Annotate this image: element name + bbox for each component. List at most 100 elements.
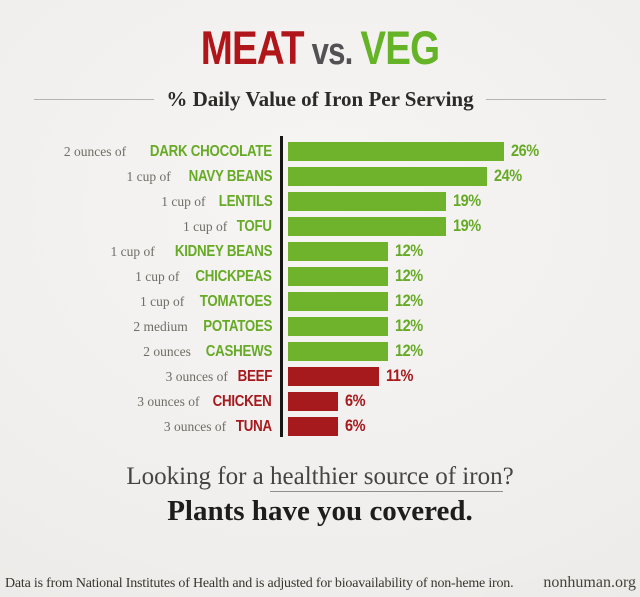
footer-site-name: nonhuman.org [543,574,636,591]
footer: Data is from National Institutes of Heal… [5,574,636,592]
bar-row: 3 ounces of BEEF 11% [0,364,640,389]
bar-label: 3 ounces of TUNA [0,418,280,436]
food-label: NAVY BEANS [188,167,272,185]
tagline-answer: Plants have you covered. [167,495,473,527]
bar-zone: 12% [280,242,427,261]
food-label: CHICKPEAS [195,267,272,285]
value-label: 12% [395,292,423,310]
food-label: TOFU [236,217,272,235]
bar-label: 2 medium POTATOES [0,318,280,336]
serving-label: 1 cup of [140,293,185,309]
title-vs: vs. [311,31,354,73]
bar-label: 1 cup of LENTILS [0,193,280,211]
value-label: 12% [395,267,423,285]
bar-zone: 6% [280,392,368,411]
bar-label: 1 cup of TOMATOES [0,293,280,311]
subtitle-rule-left [34,99,155,100]
bar-zone: 26% [280,142,543,161]
bar-zone: 12% [280,317,427,336]
bar-row: 3 ounces of CHICKEN 6% [0,389,640,414]
title-meat: MEAT [200,21,305,74]
bar [288,242,388,261]
tagline-suffix: ? [502,463,514,490]
serving-label: 1 cup of [161,193,206,209]
bar-label: 1 cup of KIDNEY BEANS [0,243,280,261]
subtitle-rule-right [485,99,606,100]
bar [288,342,388,361]
bar-zone: 6% [280,417,368,436]
bar [288,392,338,411]
bar-label: 2 ounces CASHEWS [0,343,280,361]
value-label: 12% [395,317,423,335]
bar [288,267,388,286]
axis-line [280,136,283,437]
tagline: Looking for a healthier source of iron? … [0,463,640,527]
serving-label: 3 ounces of [165,368,228,384]
bar-label: 3 ounces of CHICKEN [0,393,280,411]
bar-zone: 19% [280,192,485,211]
bar-row: 1 cup of LENTILS 19% [0,189,640,214]
bar [288,317,388,336]
food-label: DARK CHOCOLATE [149,142,272,160]
food-label: CASHEWS [205,342,273,360]
bar-zone: 12% [280,292,427,311]
footer-source-note: Data is from National Institutes of Heal… [5,576,514,591]
value-label: 11% [386,367,413,385]
serving-label: 1 cup of [126,168,171,184]
serving-label: 1 cup of [183,218,228,234]
bar [288,367,379,386]
bar [288,167,487,186]
chart-subtitle: % Daily Value of Iron Per Serving [166,87,474,111]
value-label: 24% [494,167,522,185]
bar-row: 2 ounces of DARK CHOCOLATE 26% [0,139,640,164]
bar-zone: 12% [280,342,427,361]
page-title: MEAT vs. VEG [58,0,583,78]
value-label: 19% [453,217,481,235]
bar-chart: 2 ounces of DARK CHOCOLATE 26% 1 cup of NA… [0,136,640,439]
serving-label: 2 ounces of [63,143,127,159]
bar-zone: 24% [280,167,526,186]
serving-label: 3 ounces of [137,393,200,409]
food-label: LENTILS [218,192,272,210]
serving-label: 2 medium [133,318,188,334]
bar-row: 1 cup of TOMATOES 12% [0,289,640,314]
value-label: 19% [453,192,481,210]
bar-zone: 19% [280,217,485,236]
tagline-underlined: healthier source of iron [270,463,503,492]
value-label: 12% [395,342,423,360]
bar-row: 2 ounces CASHEWS 12% [0,339,640,364]
bar-row: 1 cup of NAVY BEANS 24% [0,164,640,189]
bar-row: 1 cup of TOFU 19% [0,214,640,239]
value-label: 6% [345,392,366,410]
food-label: TUNA [236,417,272,435]
food-label: KIDNEY BEANS [174,242,273,260]
bar-row: 3 ounces of TUNA 6% [0,414,640,439]
bar-zone: 12% [280,267,427,286]
bar-row: 1 cup of KIDNEY BEANS 12% [0,239,640,264]
bar [288,292,388,311]
bar [288,142,504,161]
chart-rows: 2 ounces of DARK CHOCOLATE 26% 1 cup of NA… [0,139,640,439]
bar-zone: 11% [280,367,417,386]
food-label: CHICKEN [213,392,272,410]
tagline-question: Looking for a healthier source of iron? [0,463,640,492]
title-veg: VEG [360,21,440,74]
bar-label: 2 ounces of DARK CHOCOLATE [0,143,280,161]
bar [288,417,338,436]
value-label: 26% [511,142,539,160]
bar-label: 1 cup of TOFU [0,218,280,236]
serving-label: 3 ounces of [163,418,227,434]
food-label: TOMATOES [199,292,272,310]
bar [288,217,446,236]
bar [288,192,446,211]
serving-label: 1 cup of [135,268,180,284]
bar-row: 1 cup of CHICKPEAS 12% [0,264,640,289]
bar-row: 2 medium POTATOES 12% [0,314,640,339]
bar-label: 3 ounces of BEEF [0,368,280,386]
tagline-prefix: Looking for a [126,463,271,490]
value-label: 12% [395,242,423,260]
value-label: 6% [345,417,366,435]
food-label: BEEF [237,367,272,385]
subtitle-row: % Daily Value of Iron Per Serving [0,87,640,112]
